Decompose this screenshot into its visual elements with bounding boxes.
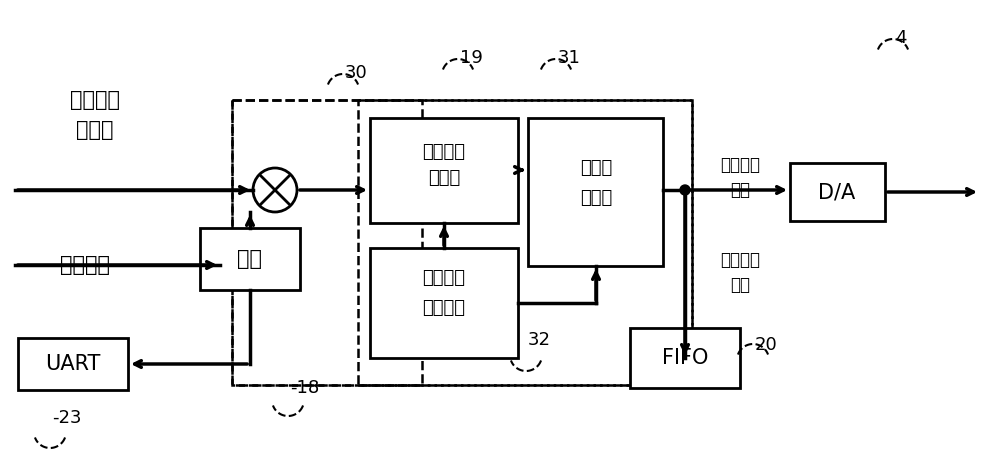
Text: 波调制: 波调制 xyxy=(580,189,612,207)
Bar xyxy=(370,248,518,358)
Text: UART: UART xyxy=(45,354,101,374)
Text: D/A: D/A xyxy=(818,182,856,202)
Text: 生成模块: 生成模块 xyxy=(422,299,466,317)
Circle shape xyxy=(680,185,690,195)
Text: 故障载波: 故障载波 xyxy=(720,156,760,174)
Text: 故障信息: 故障信息 xyxy=(60,255,110,275)
Text: FIFO: FIFO xyxy=(662,348,708,368)
Text: 信号: 信号 xyxy=(730,181,750,199)
Text: 信号: 信号 xyxy=(730,276,750,294)
Bar xyxy=(358,100,692,385)
Text: 输信号: 输信号 xyxy=(76,120,114,140)
Text: 编码: 编码 xyxy=(238,249,262,269)
Text: 19: 19 xyxy=(460,49,483,67)
Text: 31: 31 xyxy=(558,49,581,67)
Text: 32: 32 xyxy=(528,331,551,349)
Text: 30: 30 xyxy=(345,64,368,82)
Bar xyxy=(528,118,663,266)
Bar xyxy=(370,118,518,223)
Bar xyxy=(790,163,885,221)
Bar xyxy=(630,328,740,388)
Text: 采集待传: 采集待传 xyxy=(70,90,120,110)
Bar xyxy=(200,228,300,290)
Text: 4: 4 xyxy=(895,29,906,47)
Text: 周期性扩: 周期性扩 xyxy=(422,143,466,161)
Text: -18: -18 xyxy=(290,379,319,397)
Text: 融合载: 融合载 xyxy=(580,159,612,177)
Text: 检测载波: 检测载波 xyxy=(720,251,760,269)
Text: 20: 20 xyxy=(755,336,778,354)
Text: 检测信号: 检测信号 xyxy=(422,269,466,287)
Bar xyxy=(18,338,128,390)
Text: 频模块: 频模块 xyxy=(428,169,460,187)
Bar xyxy=(232,100,422,385)
Text: -23: -23 xyxy=(52,409,82,427)
Bar xyxy=(232,100,692,385)
